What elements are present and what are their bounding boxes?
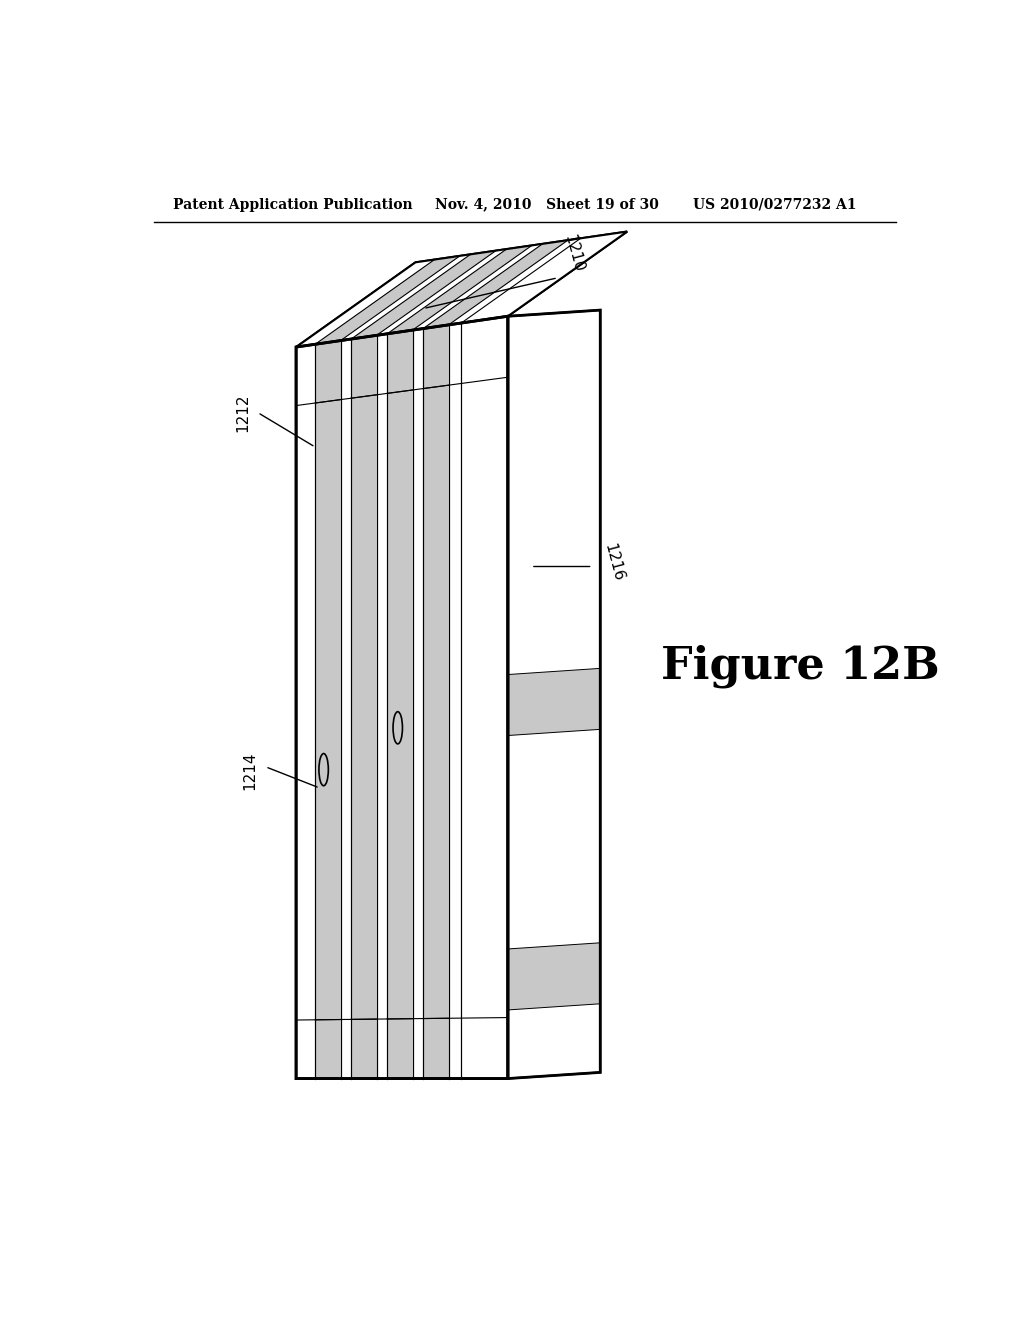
Polygon shape	[377, 249, 507, 335]
Polygon shape	[508, 942, 600, 1010]
Polygon shape	[387, 246, 531, 334]
Polygon shape	[423, 240, 568, 329]
Text: 1210: 1210	[562, 232, 586, 275]
Polygon shape	[296, 1018, 508, 1078]
Polygon shape	[315, 341, 341, 403]
Polygon shape	[387, 330, 413, 393]
Polygon shape	[315, 400, 341, 1020]
Polygon shape	[341, 255, 470, 341]
Polygon shape	[508, 668, 600, 735]
Polygon shape	[315, 256, 460, 345]
Polygon shape	[296, 260, 434, 347]
Polygon shape	[351, 1019, 377, 1078]
Polygon shape	[315, 341, 341, 1078]
Polygon shape	[296, 317, 508, 1078]
Polygon shape	[449, 239, 581, 325]
Polygon shape	[351, 335, 377, 399]
Polygon shape	[377, 334, 387, 1078]
Polygon shape	[351, 251, 496, 339]
Polygon shape	[423, 325, 449, 1078]
Polygon shape	[351, 1019, 377, 1078]
Ellipse shape	[318, 754, 329, 785]
Polygon shape	[387, 389, 413, 1019]
Text: Nov. 4, 2010   Sheet 19 of 30: Nov. 4, 2010 Sheet 19 of 30	[435, 198, 658, 211]
Polygon shape	[423, 385, 449, 1019]
Text: 1212: 1212	[234, 393, 250, 432]
Polygon shape	[461, 317, 508, 1078]
Polygon shape	[423, 1018, 449, 1078]
Polygon shape	[296, 317, 508, 405]
Text: 1216: 1216	[602, 543, 627, 583]
Polygon shape	[461, 231, 628, 323]
Text: Patent Application Publication: Patent Application Publication	[173, 198, 413, 211]
Polygon shape	[387, 330, 413, 393]
Polygon shape	[296, 317, 508, 1078]
Text: US 2010/0277232 A1: US 2010/0277232 A1	[692, 198, 856, 211]
Text: Figure 12B: Figure 12B	[662, 645, 940, 688]
Polygon shape	[315, 341, 341, 403]
Polygon shape	[387, 330, 413, 1078]
Polygon shape	[413, 329, 423, 1078]
Polygon shape	[423, 325, 449, 388]
Polygon shape	[508, 310, 600, 1078]
Polygon shape	[351, 395, 377, 1019]
Polygon shape	[315, 1019, 341, 1078]
Polygon shape	[461, 317, 508, 1078]
Polygon shape	[351, 335, 377, 1078]
Polygon shape	[341, 339, 351, 1078]
Text: 1214: 1214	[243, 751, 258, 789]
Polygon shape	[423, 1018, 449, 1078]
Polygon shape	[449, 323, 461, 1078]
Polygon shape	[387, 1019, 413, 1078]
Polygon shape	[296, 345, 315, 1078]
Polygon shape	[296, 345, 315, 1078]
Polygon shape	[413, 244, 543, 330]
Ellipse shape	[393, 711, 402, 744]
Polygon shape	[296, 231, 628, 347]
